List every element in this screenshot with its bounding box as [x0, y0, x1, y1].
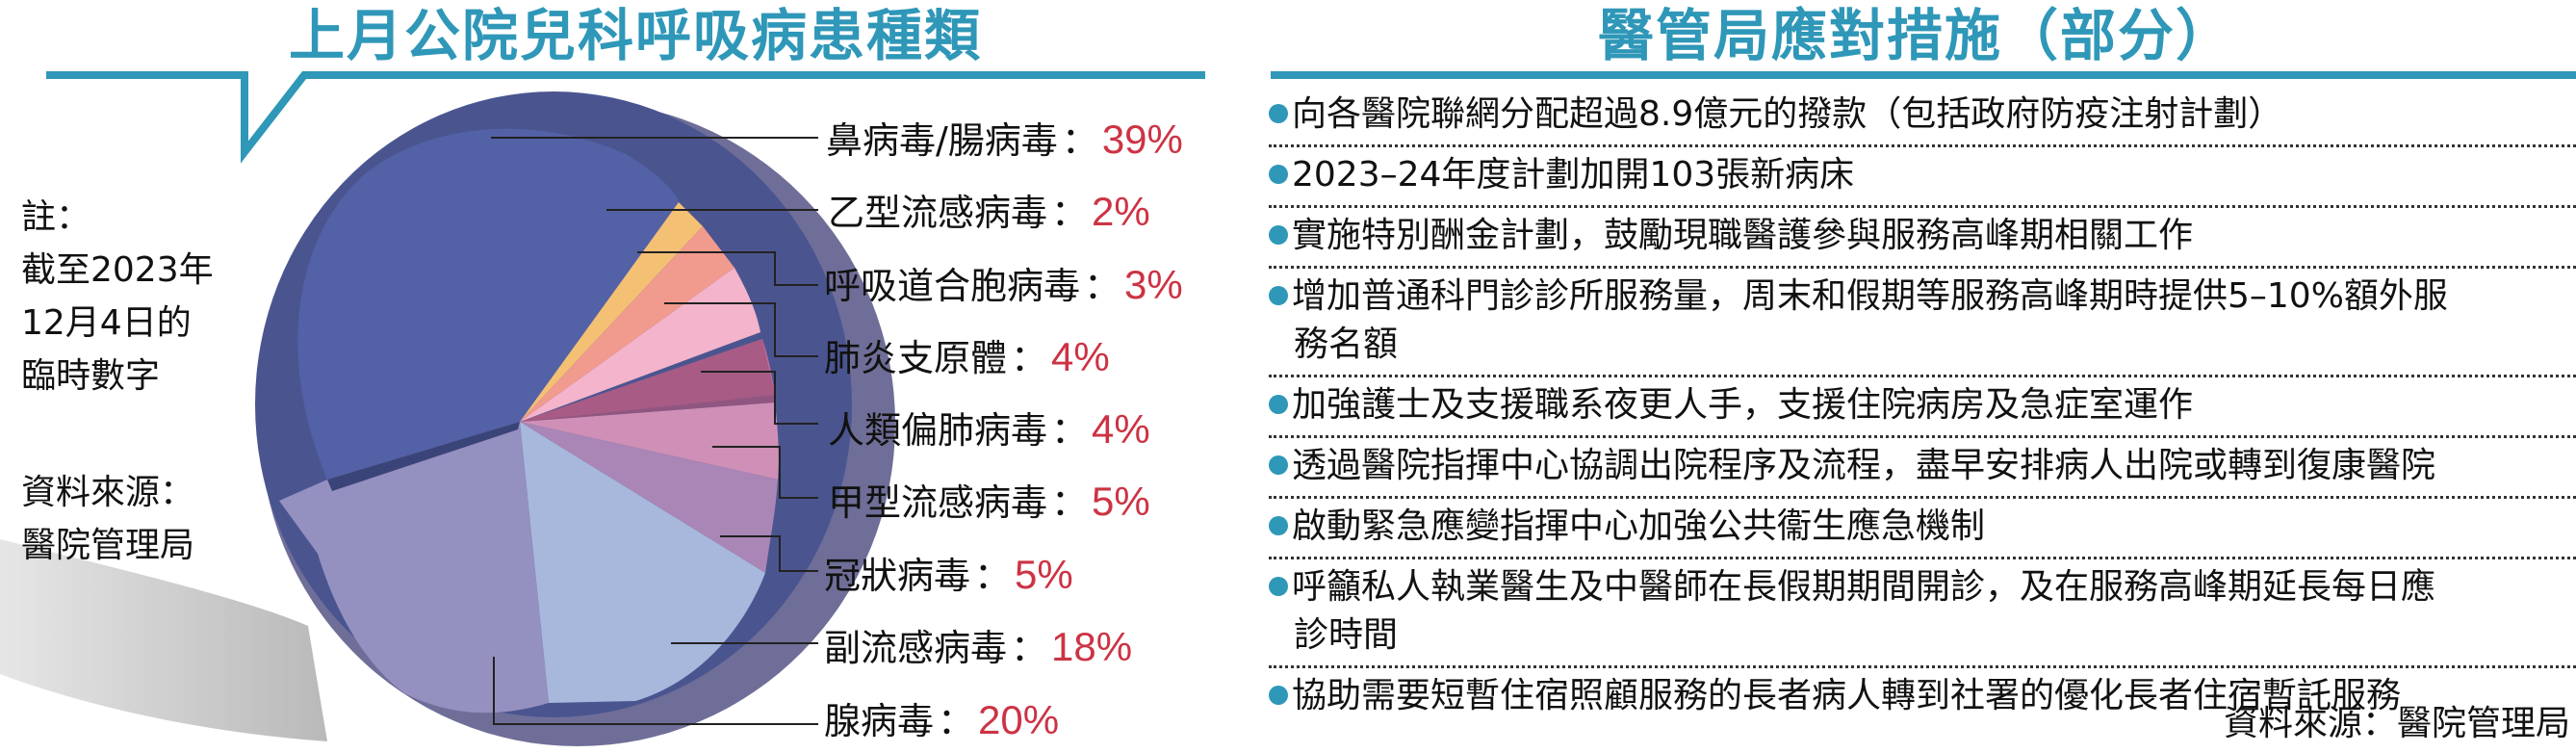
- measure-item: 加強護士及支援職系夜更人手，支援住院病房及急症室運作: [1269, 377, 2576, 438]
- measure-text: 加強護士及支援職系夜更人手，支援住院病房及急症室運作: [1292, 385, 2194, 425]
- label-percent: 2%: [1092, 189, 1150, 234]
- note-line-1: 截至2023年: [21, 250, 214, 290]
- label-percent: 4%: [1051, 334, 1110, 379]
- measure-text: 2023–24年度計劃加開103張新病床: [1292, 155, 1855, 195]
- measure-text: 透過醫院指揮中心協調出院程序及流程，盡早安排病人出院或轉到復康醫院: [1292, 446, 2436, 485]
- label-percent: 18%: [1051, 624, 1133, 669]
- slice-adenovirus: [279, 422, 549, 714]
- chart-title: 上月公院兒科呼吸病患種類: [289, 3, 983, 68]
- measure-item: 透過醫院指揮中心協調出院程序及流程，盡早安排病人出院或轉到復康醫院: [1269, 438, 2576, 499]
- bullet-icon: [1269, 286, 1288, 305]
- label-colon: ：: [1011, 337, 1048, 379]
- measure-text: 增加普通科門診診所服務量，周末和假期等服務高峰期時提供5–10%額外服: [1292, 276, 2448, 316]
- measure-item: 啟動緊急應變指揮中心加強公共衞生應急機制: [1269, 499, 2576, 559]
- label-name: 呼吸道合胞病毒: [824, 265, 1081, 307]
- note-line-2: 12月4日的: [21, 303, 192, 343]
- measure-item: 呼籲私人執業醫生及中醫師在長假期期間開診，及在服務高峰期延長每日應 診時間: [1269, 559, 2576, 668]
- slice-mycoplasma: [520, 268, 760, 422]
- note-label: 註：: [21, 197, 91, 237]
- label-colon: ：: [1051, 481, 1089, 524]
- measure-text: 實施特別酬金計劃，鼓勵現職醫護參與服務高峰期相關工作: [1292, 216, 2194, 255]
- pie-slices: [279, 128, 779, 714]
- bullet-icon: [1269, 577, 1288, 596]
- label-name: 副流感病毒: [824, 627, 1008, 669]
- pie-label-rhino-entero: 鼻病毒/腸病毒 ：39%: [826, 117, 1183, 163]
- label-name: 腺病毒: [824, 700, 935, 742]
- label-colon: ：: [1051, 192, 1089, 234]
- label-colon: ：: [1011, 627, 1048, 669]
- label-colon: ：: [1051, 409, 1089, 452]
- pie-label-influenza-b: 乙型流感病毒 ：2%: [828, 189, 1150, 235]
- right-title-rule: [1271, 71, 2576, 79]
- note-line-3: 臨時數字: [21, 356, 161, 396]
- pie-label-hmpv: 人類偏肺病毒 ：4%: [828, 406, 1150, 453]
- leader-lines: [491, 137, 818, 725]
- label-percent: 4%: [1092, 406, 1150, 452]
- label-colon: ：: [974, 555, 1012, 597]
- bullet-icon: [1269, 225, 1288, 245]
- measure-text: 啟動緊急應變指揮中心加強公共衞生應急機制: [1292, 506, 1986, 546]
- pie-label-adenovirus: 腺病毒 ：20%: [824, 697, 1060, 743]
- measures-title: 醫管局應對措施（部分）: [1598, 3, 2234, 68]
- label-percent: 39%: [1101, 117, 1183, 162]
- slice-coronavirus: [520, 422, 778, 573]
- slice-influenza-b: [520, 202, 703, 422]
- measure-text: 向各醫院聯網分配超過8.9億元的撥款（包括政府防疫注射計劃）: [1292, 94, 2283, 134]
- measures-list: 向各醫院聯網分配超過8.9億元的撥款（包括政府防疫注射計劃） 2023–24年度…: [1269, 87, 2576, 726]
- bullet-icon: [1269, 455, 1288, 475]
- slice-influenza-a: [520, 402, 779, 480]
- label-name: 甲型流感病毒: [828, 481, 1048, 524]
- measure-item: 實施特別酬金計劃，鼓勵現職醫護參與服務高峰期相關工作: [1269, 208, 2576, 269]
- label-percent: 5%: [1015, 552, 1073, 597]
- label-name: 冠狀病毒: [824, 555, 971, 597]
- bullet-icon: [1269, 516, 1288, 535]
- measure-item: 2023–24年度計劃加開103張新病床: [1269, 147, 2576, 208]
- left-source-value: 醫院管理局: [21, 526, 195, 565]
- pie-shadow: [0, 539, 327, 741]
- measure-item: 協助需要短暫住宿照顧服務的長者病人轉到社署的優化長者住宿暫託服務: [1269, 668, 2576, 726]
- pie-label-parainfluenza: 副流感病毒 ：18%: [824, 624, 1133, 670]
- pie-label-influenza-a: 甲型流感病毒 ：5%: [828, 479, 1150, 525]
- label-colon: ：: [1084, 265, 1121, 307]
- label-name: 肺炎支原體: [824, 337, 1008, 379]
- pie-label-coronavirus: 冠狀病毒 ：5%: [824, 552, 1073, 598]
- measure-item: 向各醫院聯網分配超過8.9億元的撥款（包括政府防疫注射計劃）: [1269, 87, 2576, 147]
- measure-item: 增加普通科門診診所服務量，周末和假期等服務高峰期時提供5–10%額外服 務名額: [1269, 269, 2576, 377]
- pie-chart: [0, 91, 895, 746]
- label-percent: 5%: [1092, 479, 1150, 524]
- slice-parainfluenza: [520, 422, 765, 703]
- bullet-icon: [1269, 395, 1288, 414]
- left-title-rule-with-notch: [46, 71, 1205, 164]
- label-colon: ：: [938, 700, 975, 742]
- bullet-icon: [1269, 165, 1288, 184]
- measure-text: 呼籲私人執業醫生及中醫師在長假期期間開診，及在服務高峰期延長每日應: [1292, 567, 2436, 607]
- label-colon: ：: [1061, 119, 1098, 162]
- measure-text-continued: 診時間: [1294, 615, 1399, 655]
- right-source: 資料來源：醫院管理局: [2223, 704, 2570, 743]
- measure-text: 協助需要短暫住宿照顧服務的長者病人轉到社署的優化長者住宿暫託服務: [1292, 676, 2402, 715]
- label-percent: 20%: [978, 697, 1060, 742]
- bullet-icon: [1269, 686, 1288, 705]
- measure-text-continued: 務名額: [1294, 325, 1399, 364]
- label-percent: 3%: [1124, 262, 1183, 307]
- label-name: 人類偏肺病毒: [828, 409, 1048, 452]
- pie-label-rsv: 呼吸道合胞病毒 ：3%: [824, 262, 1183, 308]
- label-name: 鼻病毒/腸病毒: [826, 119, 1058, 162]
- slice-rsv: [520, 226, 734, 422]
- pie-label-mycoplasma: 肺炎支原體 ：4%: [824, 334, 1110, 380]
- slice-rhino-entero: [297, 128, 679, 480]
- bullet-icon: [1269, 104, 1288, 123]
- label-name: 乙型流感病毒: [828, 192, 1048, 234]
- left-source-label: 資料來源：: [21, 473, 195, 512]
